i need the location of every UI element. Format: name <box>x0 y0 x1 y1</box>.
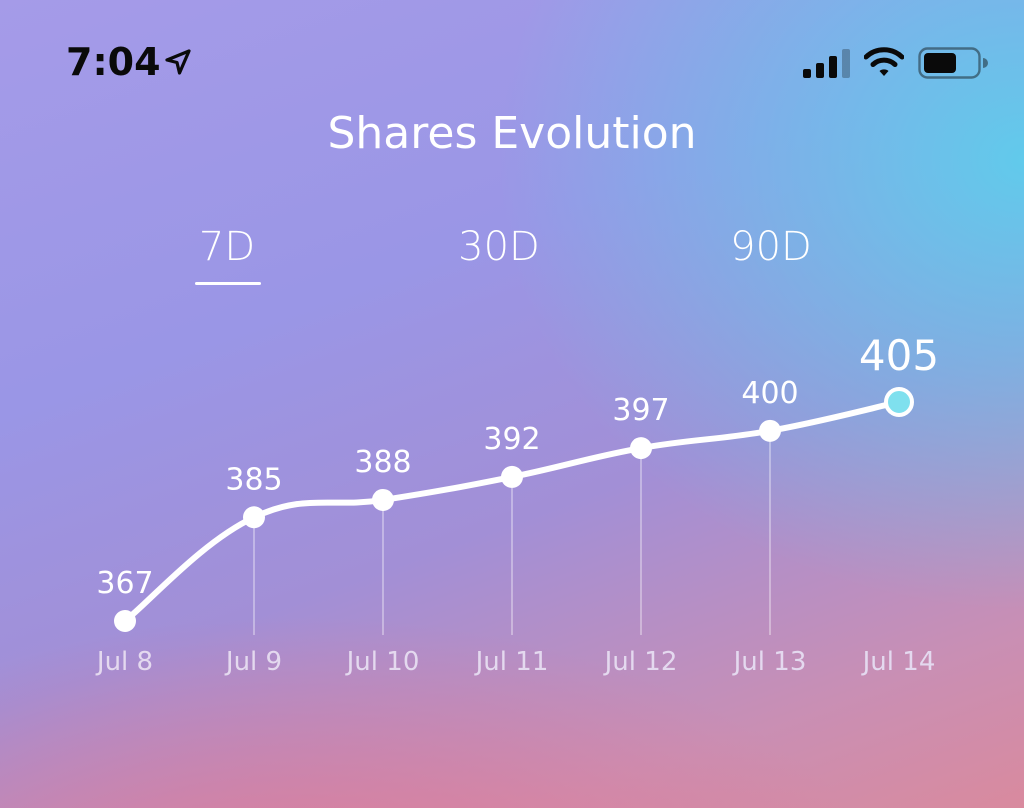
date-label: Jul 12 <box>603 647 678 677</box>
value-label: 367 <box>96 566 153 601</box>
page-title: Shares Evolution <box>327 108 697 159</box>
location-arrow-icon <box>165 49 191 75</box>
data-point[interactable] <box>372 488 394 511</box>
status-bar: 7:04 <box>0 0 1024 110</box>
wifi-icon <box>864 47 904 76</box>
date-label: Jul 8 <box>95 647 153 677</box>
value-label: 388 <box>354 445 411 480</box>
tab-90d[interactable]: 90D <box>730 224 812 270</box>
date-label: Jul 14 <box>861 647 936 677</box>
date-label: Jul 10 <box>345 647 420 677</box>
value-label: 400 <box>741 376 798 411</box>
selected-tab-indicator <box>195 282 261 285</box>
value-label: 405 <box>859 331 939 380</box>
data-point[interactable] <box>759 419 781 442</box>
tab-7d[interactable]: 7D <box>198 224 256 270</box>
data-point[interactable] <box>501 465 523 488</box>
value-label: 397 <box>612 393 669 428</box>
data-point[interactable] <box>630 437 652 460</box>
cellular-signal-icon <box>803 49 850 78</box>
date-label: Jul 11 <box>474 647 549 677</box>
date-label: Jul 13 <box>732 647 807 677</box>
status-time: 7:04 <box>66 40 161 84</box>
battery-icon <box>918 47 988 79</box>
value-label: 392 <box>483 422 540 457</box>
data-point[interactable] <box>243 506 265 529</box>
data-point-highlighted[interactable] <box>884 387 914 417</box>
date-label: Jul 9 <box>224 647 282 677</box>
data-point[interactable] <box>114 610 136 632</box>
tab-30d[interactable]: 30D <box>458 224 540 270</box>
shares-line-chart: 367 385 388 392 397 400 405 Jul 8 Jul 9 Jul 10 Ju… <box>95 331 939 677</box>
value-label: 385 <box>225 462 282 497</box>
